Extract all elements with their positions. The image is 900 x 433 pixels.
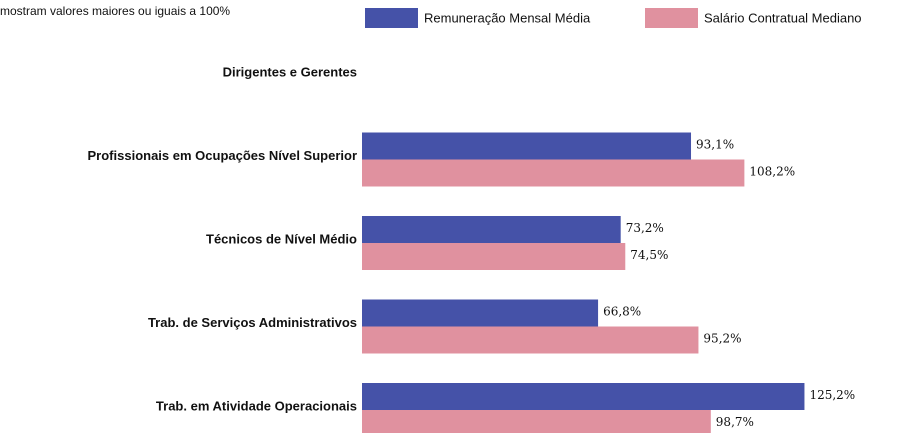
- category-label: Trab. em Atividade Operacionais: [156, 398, 357, 413]
- category-label: Técnicos de Nível Médio: [206, 231, 357, 246]
- bar: [362, 216, 621, 243]
- legend-swatch: [645, 8, 698, 28]
- value-label: 73,2%: [626, 221, 664, 235]
- value-label: 108,2%: [749, 165, 795, 179]
- subtitle: mostram valores maiores ou iguais a 100%: [0, 4, 230, 18]
- category-label: Dirigentes e Gerentes: [223, 64, 357, 79]
- value-label: 66,8%: [603, 305, 641, 319]
- category-label: Profissionais em Ocupações Nível Superio…: [88, 148, 357, 163]
- bar: [362, 299, 599, 327]
- category-label: Trab. de Serviços Administrativos: [148, 315, 357, 330]
- bar: [362, 243, 626, 270]
- bar: [362, 326, 699, 354]
- bar: [362, 383, 805, 410]
- legend-swatch: [365, 8, 418, 28]
- bar: [362, 159, 745, 187]
- value-label: 125,2%: [809, 388, 855, 402]
- bar: [362, 132, 692, 160]
- value-label: 98,7%: [716, 415, 754, 429]
- legend-label: Salário Contratual Mediano: [704, 10, 862, 25]
- value-label: 95,2%: [703, 332, 741, 346]
- value-label: 93,1%: [696, 138, 734, 152]
- value-label: 74,5%: [630, 248, 668, 262]
- legend-label: Remuneração Mensal Média: [424, 10, 591, 25]
- bar: [362, 410, 711, 433]
